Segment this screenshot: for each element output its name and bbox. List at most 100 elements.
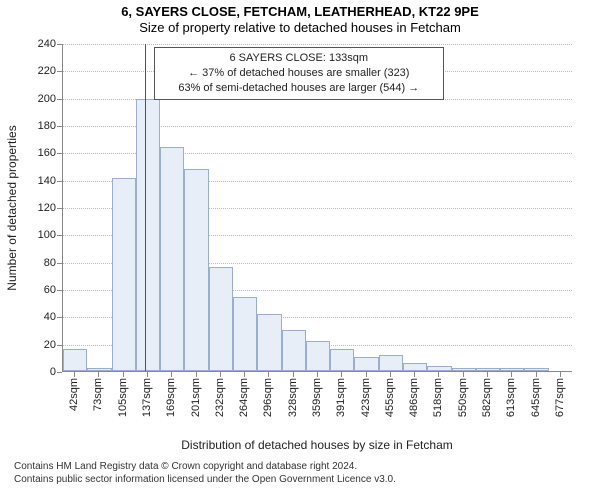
footer-line2: Contains public sector information licen… — [14, 473, 600, 486]
chart-container: { "title_line1": "6, SAYERS CLOSE, FETCH… — [0, 0, 600, 500]
x-tick-mark — [123, 372, 124, 377]
x-tick-mark — [414, 372, 415, 377]
y-tick-label: 240 — [38, 38, 56, 50]
x-tick-mark — [511, 372, 512, 377]
histogram-bar — [63, 349, 87, 371]
chart-title-line1: 6, SAYERS CLOSE, FETCHAM, LEATHERHEAD, K… — [0, 4, 600, 20]
histogram-bar — [136, 99, 160, 371]
histogram-bar — [354, 357, 378, 371]
x-tick-mark — [220, 372, 221, 377]
x-tick-label: 582sqm — [481, 378, 493, 417]
annotation-line3: 63% of semi-detached houses are larger (… — [161, 81, 437, 96]
y-tick-mark — [57, 263, 62, 264]
histogram-bar — [330, 349, 354, 371]
histogram-bar — [184, 169, 208, 371]
y-tick-mark — [57, 44, 62, 45]
y-tick-label: 180 — [38, 120, 56, 132]
y-tick-label: 160 — [38, 147, 56, 159]
x-axis-label: Distribution of detached houses by size … — [181, 438, 452, 452]
x-tick-label: 328sqm — [287, 378, 299, 417]
y-tick-mark — [57, 153, 62, 154]
x-tick-label: 169sqm — [165, 378, 177, 417]
plot-area: 6 SAYERS CLOSE: 133sqm ← 37% of detached… — [62, 44, 572, 372]
y-tick-mark — [57, 317, 62, 318]
x-tick-label: 359sqm — [311, 378, 323, 417]
histogram-bar — [209, 267, 233, 371]
x-tick-mark — [366, 372, 367, 377]
histogram-bar — [282, 330, 306, 371]
x-tick-mark — [463, 372, 464, 377]
histogram-bar — [379, 355, 403, 371]
x-tick-mark — [536, 372, 537, 377]
y-tick-label: 20 — [44, 339, 56, 351]
x-tick-mark — [147, 372, 148, 377]
footer-line1: Contains HM Land Registry data © Crown c… — [14, 460, 600, 473]
histogram-bar — [427, 366, 451, 371]
y-tick-mark — [57, 235, 62, 236]
histogram-bar — [403, 363, 427, 371]
x-tick-mark — [487, 372, 488, 377]
x-tick-label: 296sqm — [262, 378, 274, 417]
x-tick-label: 550sqm — [457, 378, 469, 417]
x-tick-mark — [196, 372, 197, 377]
y-tick-mark — [57, 208, 62, 209]
x-tick-label: 137sqm — [141, 378, 153, 417]
x-tick-label: 677sqm — [554, 378, 566, 417]
x-tick-mark — [268, 372, 269, 377]
y-tick-mark — [57, 181, 62, 182]
histogram-bar — [476, 368, 500, 371]
y-tick-label: 200 — [38, 93, 56, 105]
x-tick-label: 201sqm — [190, 378, 202, 417]
x-tick-mark — [171, 372, 172, 377]
annotation-box: 6 SAYERS CLOSE: 133sqm ← 37% of detached… — [154, 47, 444, 100]
x-tick-label: 42sqm — [68, 378, 80, 411]
x-tick-label: 232sqm — [214, 378, 226, 417]
annotation-line2: ← 37% of detached houses are smaller (32… — [161, 66, 437, 81]
histogram-bar — [500, 368, 524, 371]
x-tick-label: 105sqm — [117, 378, 129, 417]
histogram-bar — [524, 368, 548, 371]
footer-attribution: Contains HM Land Registry data © Crown c… — [0, 460, 600, 486]
histogram-bar — [160, 147, 184, 371]
histogram-bar — [257, 314, 281, 371]
x-tick-label: 486sqm — [408, 378, 420, 417]
y-tick-label: 40 — [44, 311, 56, 323]
x-tick-label: 518sqm — [432, 378, 444, 417]
x-tick-label: 645sqm — [530, 378, 542, 417]
x-tick-label: 391sqm — [335, 378, 347, 417]
y-tick-mark — [57, 126, 62, 127]
y-tick-label: 0 — [50, 366, 56, 378]
x-tick-label: 73sqm — [92, 378, 104, 411]
y-tick-label: 100 — [38, 229, 56, 241]
histogram-bar — [112, 178, 136, 371]
y-tick-mark — [57, 290, 62, 291]
x-tick-mark — [244, 372, 245, 377]
x-tick-label: 455sqm — [384, 378, 396, 417]
x-tick-mark — [438, 372, 439, 377]
x-tick-mark — [74, 372, 75, 377]
x-tick-mark — [98, 372, 99, 377]
histogram-bar — [233, 297, 257, 371]
y-tick-label: 140 — [38, 175, 56, 187]
y-tick-mark — [57, 372, 62, 373]
x-tick-mark — [341, 372, 342, 377]
x-tick-label: 423sqm — [360, 378, 372, 417]
histogram-bar — [87, 368, 111, 371]
y-tick-mark — [57, 71, 62, 72]
property-marker-line — [145, 44, 146, 371]
x-tick-label: 613sqm — [505, 378, 517, 417]
y-tick-label: 120 — [38, 202, 56, 214]
x-tick-mark — [317, 372, 318, 377]
gridline — [63, 44, 572, 45]
x-tick-mark — [560, 372, 561, 377]
y-tick-mark — [57, 345, 62, 346]
y-tick-label: 60 — [44, 284, 56, 296]
x-tick-mark — [293, 372, 294, 377]
x-tick-mark — [390, 372, 391, 377]
x-tick-label: 264sqm — [238, 378, 250, 417]
y-tick-label: 80 — [44, 257, 56, 269]
histogram-bar — [452, 368, 476, 371]
y-tick-label: 220 — [38, 65, 56, 77]
y-tick-mark — [57, 99, 62, 100]
chart-title-line2: Size of property relative to detached ho… — [0, 20, 600, 36]
